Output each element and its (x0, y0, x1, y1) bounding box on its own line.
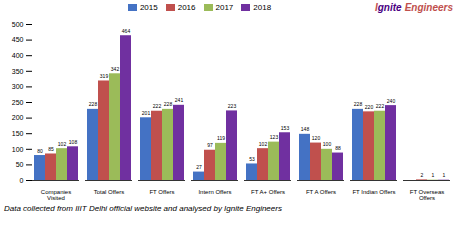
html-text:I gnite Engineers: I gnite Engineers (375, 2, 453, 13)
svg-text:342: 342 (111, 66, 120, 72)
svg-text:100: 100 (323, 141, 332, 147)
svg-text:85: 85 (48, 146, 54, 152)
svg-text:120: 120 (312, 135, 321, 141)
svg-text:240: 240 (387, 98, 396, 104)
svg-text:222: 222 (376, 103, 385, 109)
svg-text:450: 450 (12, 36, 24, 43)
html-text:2016: 2016 (177, 2, 196, 12)
svg-text:50: 50 (16, 161, 24, 168)
svg-text:228: 228 (354, 101, 363, 107)
svg-text:108: 108 (69, 139, 78, 145)
svg-text:FT Indian Offers: FT Indian Offers (352, 189, 395, 195)
html-text:2015: 2015 (139, 2, 158, 12)
svg-text:FT A+ Offers: FT A+ Offers (251, 189, 285, 195)
svg-text:222: 222 (153, 103, 162, 109)
svg-text:1: 1 (432, 172, 435, 178)
svg-text:200: 200 (12, 114, 24, 121)
svg-text:Total Offers: Total Offers (94, 189, 125, 195)
svg-text:1: 1 (443, 172, 446, 178)
svg-text:FT Offers: FT Offers (149, 189, 174, 195)
svg-text:88: 88 (335, 145, 341, 151)
svg-text:FT A Offers: FT A Offers (306, 189, 336, 195)
svg-text:123: 123 (270, 134, 279, 140)
svg-text:220: 220 (365, 104, 374, 110)
svg-text:80: 80 (37, 148, 43, 154)
svg-text:100: 100 (12, 146, 24, 153)
svg-text:464: 464 (122, 28, 131, 34)
svg-text:228: 228 (89, 101, 98, 107)
svg-text:201: 201 (142, 110, 151, 116)
svg-text:400: 400 (12, 52, 24, 59)
html-text:2017: 2017 (215, 2, 234, 12)
svg-text:241: 241 (175, 97, 184, 103)
svg-text:119: 119 (217, 135, 225, 141)
html-text:2018: 2018 (253, 2, 272, 12)
svg-text:319: 319 (100, 73, 109, 79)
svg-text:53: 53 (249, 156, 255, 162)
svg-text:300: 300 (12, 83, 24, 90)
svg-text:250: 250 (12, 99, 24, 106)
svg-text:153: 153 (281, 125, 290, 131)
svg-text:500: 500 (12, 21, 24, 28)
svg-text:FT OverseasOffers: FT OverseasOffers (410, 189, 445, 201)
svg-text:97: 97 (207, 142, 213, 148)
svg-text:148: 148 (301, 126, 310, 132)
svg-text:150: 150 (12, 130, 24, 137)
svg-text:2: 2 (421, 172, 424, 178)
svg-text:0: 0 (20, 177, 24, 184)
svg-text:102: 102 (58, 141, 67, 147)
svg-text:102: 102 (259, 141, 268, 147)
svg-text:27: 27 (196, 164, 202, 170)
svg-text:223: 223 (228, 103, 237, 109)
svg-text:CompaniesVisited: CompaniesVisited (41, 189, 71, 201)
svg-text:228: 228 (164, 101, 173, 107)
svg-text:Intern Offers: Intern Offers (198, 189, 231, 195)
svg-text:350: 350 (12, 68, 24, 75)
html-text:Data collected from IIIT Delhi: Data collected from IIIT Delhi official … (4, 204, 282, 213)
